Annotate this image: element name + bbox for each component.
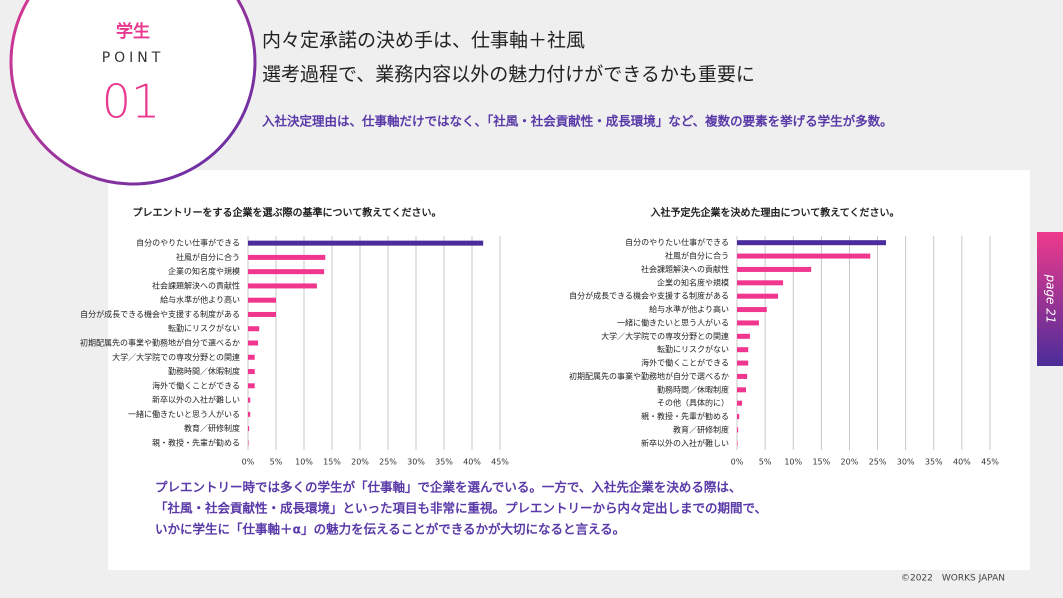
page-tab — [1037, 232, 1063, 366]
x-tick-label: 25% — [869, 458, 887, 467]
y-tick-label: 自分のやりたい仕事ができる — [136, 238, 240, 248]
conclusion-line: 「社風・社会貢献性・成長環境」といった項目も非常に重視。プレエントリーから内々定… — [155, 501, 767, 516]
y-tick-label: 親・教授・先輩が勧める — [152, 437, 240, 447]
bar — [737, 400, 743, 406]
bar — [248, 283, 317, 289]
footer: ©2022 WORKS JAPAN — [901, 574, 1005, 584]
bar — [737, 320, 759, 326]
point-label: POINT — [102, 50, 165, 66]
y-tick-label: 給与水準が他より高い — [649, 304, 729, 314]
bar — [737, 440, 738, 446]
y-tick-label: 海外で働くことができる — [641, 358, 729, 368]
y-tick-label: 転勤にリスクがない — [657, 344, 729, 354]
y-tick-label: 一緒に働きたいと思う人がいる — [128, 409, 240, 419]
y-tick-label: 社会課題解決への貢献性 — [152, 280, 240, 290]
x-tick-label: 0% — [242, 458, 255, 467]
title-line: 内々定承諾の決め手は、仕事軸＋社風 — [262, 30, 585, 52]
bar — [737, 360, 749, 366]
bar — [737, 373, 748, 379]
x-tick-label: 5% — [270, 458, 283, 467]
x-tick-label: 5% — [759, 458, 772, 467]
y-tick-label: 勤務時間／休暇制度 — [657, 384, 729, 394]
x-tick-label: 20% — [841, 458, 859, 467]
bar — [248, 254, 326, 260]
bar — [248, 311, 276, 317]
bar — [248, 426, 250, 432]
x-tick-label: 45% — [981, 458, 999, 467]
y-tick-label: 自分のやりたい仕事ができる — [625, 237, 729, 247]
x-tick-label: 10% — [295, 458, 313, 467]
x-tick-label: 30% — [897, 458, 915, 467]
y-tick-label: 勤務時間／休暇制度 — [168, 366, 240, 376]
y-tick-label: 社風が自分に合う — [665, 251, 729, 261]
y-tick-label: 社風が自分に合う — [176, 252, 240, 262]
y-tick-label: 大学／大学院での専攻分野との関連 — [112, 352, 240, 362]
y-tick-label: 企業の知名度や規模 — [657, 277, 729, 287]
bar — [737, 240, 886, 246]
bar — [248, 369, 255, 375]
title-line: 選考過程で、業務内容以外の魅力付けができるかも重要に — [262, 64, 755, 86]
y-tick-label: 初期配属先の事業や勤務地が自分で選べるか — [569, 371, 729, 381]
chart-title: 入社予定先企業を決めた理由について教えてください。 — [651, 206, 900, 219]
y-tick-label: その他（具体的に） — [657, 398, 729, 408]
y-tick-label: 大学／大学院での専攻分野との関連 — [601, 331, 729, 341]
badge-circle — [9, 0, 257, 186]
y-tick-label: 教育／研修制度 — [184, 423, 240, 433]
y-tick-label: 新卒以外の入社が難しい — [641, 438, 729, 448]
point-number: 01 — [102, 75, 161, 129]
bar — [737, 333, 750, 339]
y-tick-label: 初期配属先の事業や勤務地が自分で選べるか — [80, 338, 240, 348]
bar — [248, 440, 249, 446]
x-tick-label: 15% — [323, 458, 341, 467]
chart-title: プレエントリーをする企業を選ぶ際の基準について教えてください。 — [133, 206, 442, 219]
x-tick-label: 15% — [812, 458, 830, 467]
subtitle: 入社決定理由は、仕事軸だけではなく、「社風・社会貢献性・成長環境」など、複数の要… — [262, 114, 893, 129]
y-tick-label: 教育／研修制度 — [673, 424, 729, 434]
bar — [248, 411, 251, 417]
x-tick-label: 10% — [784, 458, 802, 467]
bar — [737, 253, 871, 259]
bar — [248, 397, 251, 403]
x-tick-label: 40% — [953, 458, 971, 467]
y-tick-label: 海外で働くことができる — [152, 380, 240, 390]
x-tick-label: 0% — [731, 458, 744, 467]
bar — [737, 293, 779, 299]
y-tick-label: 転勤にリスクがない — [168, 323, 240, 333]
bar — [737, 307, 767, 313]
x-tick-label: 40% — [463, 458, 481, 467]
badge-label: 学生 — [116, 21, 150, 42]
y-tick-label: 社会課題解決への貢献性 — [641, 264, 729, 274]
y-tick-label: 給与水準が他より高い — [160, 295, 240, 305]
y-tick-label: 親・教授・先輩が勧める — [641, 411, 729, 421]
x-tick-label: 20% — [351, 458, 369, 467]
bar — [248, 383, 255, 389]
bar — [737, 427, 739, 433]
y-tick-label: 一緒に働きたいと思う人がいる — [617, 317, 729, 327]
y-tick-label: 自分が成長できる機会や支援する制度がある — [569, 291, 729, 301]
y-tick-label: 企業の知名度や規模 — [168, 266, 240, 276]
x-tick-label: 35% — [435, 458, 453, 467]
panel — [108, 170, 1030, 570]
bar — [737, 387, 746, 393]
y-tick-label: 新卒以外の入社が難しい — [152, 395, 240, 405]
bar — [737, 347, 749, 353]
bar — [248, 240, 484, 246]
x-tick-label: 30% — [407, 458, 425, 467]
bar — [248, 354, 255, 360]
x-tick-label: 45% — [491, 458, 509, 467]
bar — [248, 326, 260, 332]
bar — [737, 280, 784, 286]
bar — [248, 297, 276, 303]
y-tick-label: 自分が成長できる機会や支援する制度がある — [80, 309, 240, 319]
bar — [737, 266, 812, 272]
bar — [737, 414, 740, 420]
page-tab-label: page 21 — [1044, 273, 1058, 323]
conclusion-line: いかに学生に「仕事軸＋α」の魅力を伝えることができるかが大切になると言える。 — [155, 522, 625, 537]
bar — [248, 269, 325, 275]
bar — [248, 340, 259, 346]
x-tick-label: 25% — [379, 458, 397, 467]
x-tick-label: 35% — [925, 458, 943, 467]
conclusion-line: プレエントリー時では多くの学生が「仕事軸」で企業を選んでいる。一方で、入社先企業… — [155, 480, 741, 495]
